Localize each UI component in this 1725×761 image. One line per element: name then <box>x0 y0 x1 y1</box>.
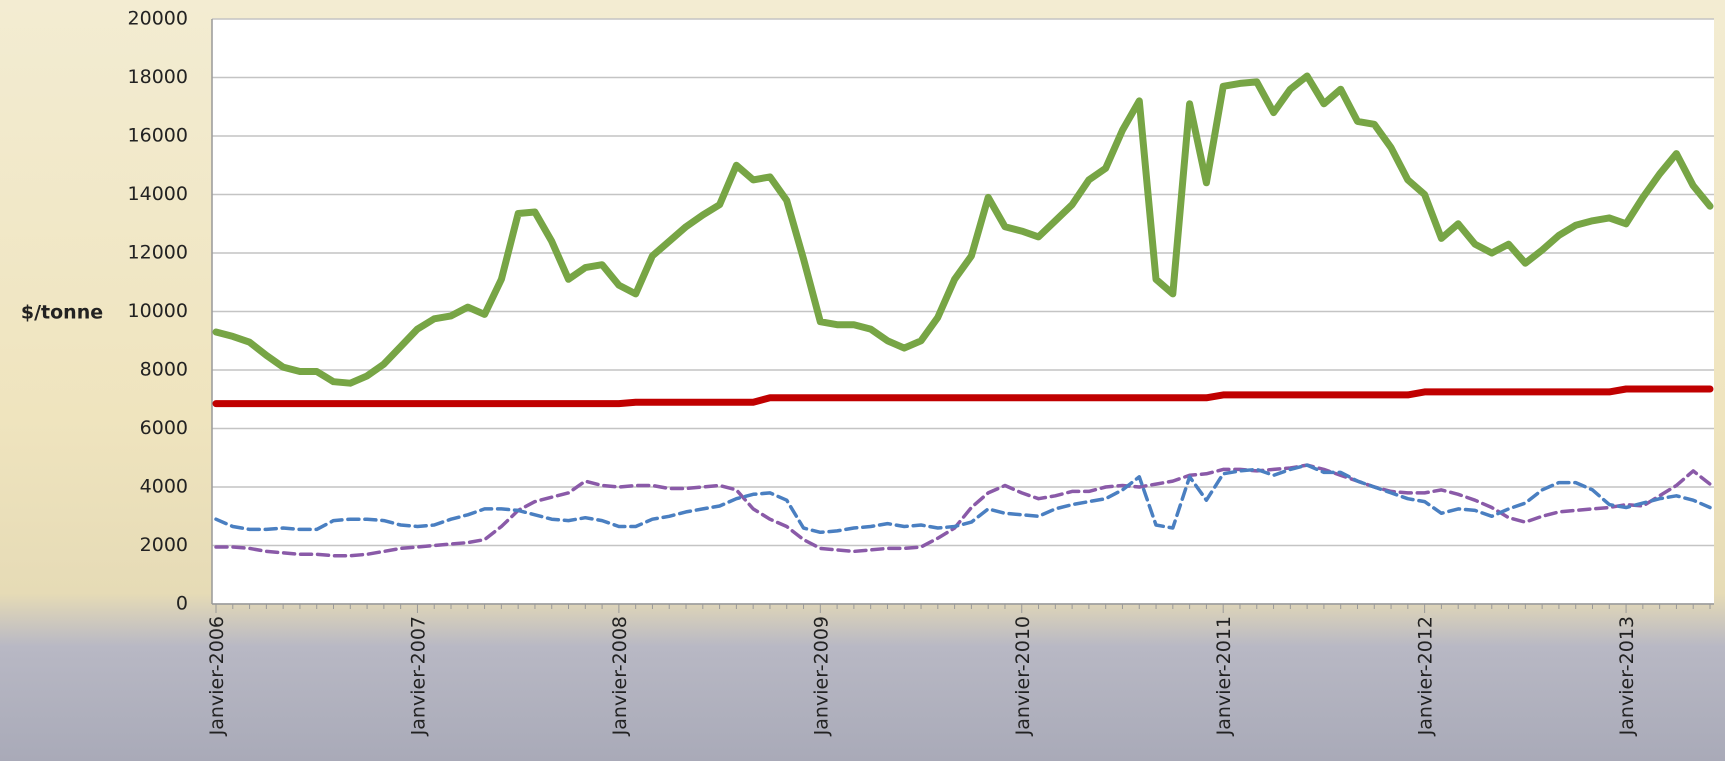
x-tick-label: Janvier-2009 <box>810 616 832 736</box>
y-tick-label: 6000 <box>140 417 188 439</box>
x-tick-label: Janvier-2012 <box>1415 616 1437 736</box>
y-tick-label: 16000 <box>128 125 188 147</box>
chart: $/tonne 0 2000 4000 6000 8000 10000 12000 14000… <box>0 0 1725 761</box>
y-tick-label: 4000 <box>140 476 188 498</box>
y-axis-label: $/tonne <box>21 302 103 324</box>
y-tick-label: 0 <box>176 593 188 615</box>
x-tick-label: Janvier-2008 <box>609 616 631 736</box>
x-tick-label: Janvier-2011 <box>1213 616 1235 736</box>
x-tick-label: Janvier-2007 <box>407 616 429 736</box>
y-tick-label: 14000 <box>128 183 188 205</box>
y-tick-label: 12000 <box>128 242 188 264</box>
y-tick-label: 10000 <box>128 300 188 322</box>
x-tick-label: Janvier-2013 <box>1616 616 1638 736</box>
y-tick-label: 8000 <box>140 359 188 381</box>
y-tick-label: 18000 <box>128 66 188 88</box>
x-tick-label: Janvier-2006 <box>206 616 228 736</box>
y-tick-label: 2000 <box>140 534 188 556</box>
y-tick-label: 20000 <box>128 8 188 30</box>
x-tick-label: Janvier-2010 <box>1012 616 1034 736</box>
